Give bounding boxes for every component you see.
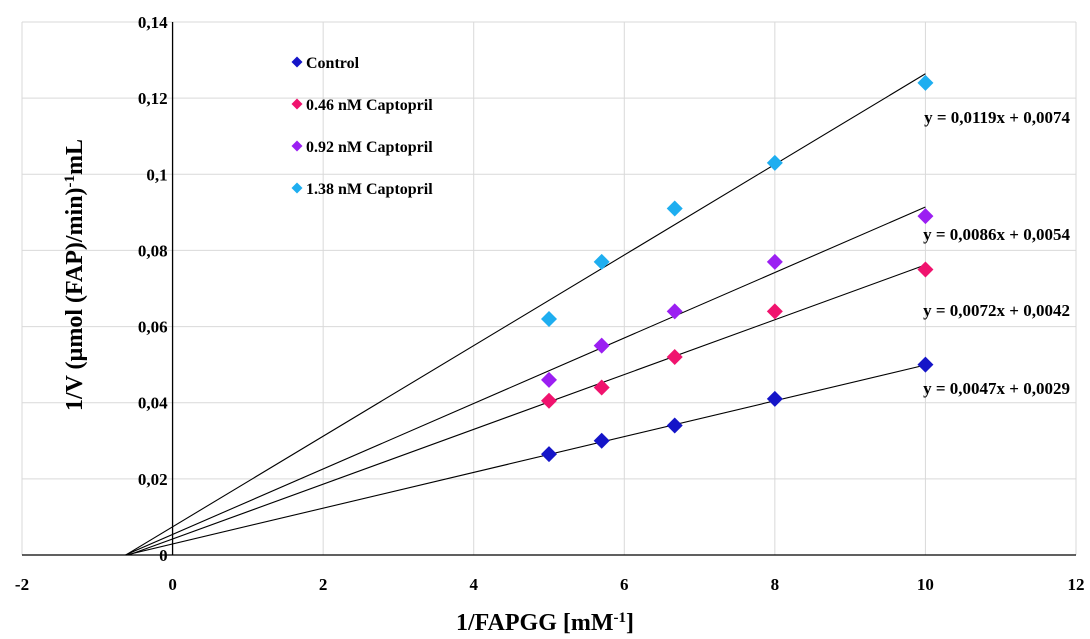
y-tick-label: 0,06	[138, 318, 168, 337]
legend-marker	[291, 98, 303, 110]
y-axis-title-base: 1/V (µmol (FAP)/min)	[62, 187, 88, 411]
data-point	[666, 417, 683, 434]
y-tick-label: 0,12	[138, 89, 168, 108]
trendline	[125, 73, 926, 556]
trendlines	[124, 73, 926, 556]
data-point	[593, 432, 610, 449]
legend-marker	[291, 140, 303, 152]
x-tick-label: 4	[469, 575, 478, 594]
x-tick-label: -2	[15, 575, 29, 594]
data-point	[593, 253, 610, 270]
axes	[22, 22, 1076, 556]
x-tick-label: 8	[771, 575, 780, 594]
trendline-equation: y = 0,0072x + 0,0042	[923, 301, 1070, 320]
trendline-equation: y = 0,0119x + 0,0074	[924, 108, 1070, 127]
x-tick-label: 2	[319, 575, 328, 594]
y-tick-label: 0,02	[138, 470, 168, 489]
data-point	[666, 349, 683, 366]
trendline-equation: y = 0,0086x + 0,0054	[923, 225, 1070, 244]
trendline-equations: y = 0,0047x + 0,0029 y = 0,0072x + 0,0042…	[923, 108, 1070, 398]
data-point	[666, 303, 683, 320]
x-axis-title-base: 1/FAPGG [mM	[456, 610, 614, 636]
trendline	[128, 264, 926, 556]
y-tick-label: 0,1	[146, 165, 167, 184]
y-tick-label: 0,14	[138, 13, 168, 32]
data-point	[917, 208, 934, 225]
data-point	[541, 446, 557, 463]
legend-label: 0.46 nM Captopril	[306, 97, 433, 114]
legend-marker	[291, 56, 303, 68]
legend-label: Control	[306, 55, 360, 72]
x-axis-title-sup: -1	[614, 610, 627, 626]
y-axis-title-sup: -1	[62, 175, 78, 188]
legend-label: 0.92 nM Captopril	[306, 139, 433, 156]
x-tick-label: 6	[620, 575, 629, 594]
data-point	[917, 356, 934, 373]
trendline	[124, 206, 926, 556]
x-tick-label: 0	[168, 575, 177, 594]
x-tick-label: 10	[917, 575, 934, 594]
data-point	[766, 390, 783, 407]
legend-marker	[291, 182, 303, 194]
data-point	[593, 337, 610, 354]
data-points	[541, 74, 934, 463]
data-point	[766, 154, 783, 171]
data-point	[766, 303, 783, 320]
x-tick-label: 12	[1068, 575, 1085, 594]
y-tick-label: 0,08	[138, 241, 168, 260]
data-point	[541, 310, 557, 327]
trendline	[125, 364, 926, 556]
x-axis-title: 1/FAPGG [mM-1]	[456, 610, 634, 636]
y-axis-title: 1/V (µmol (FAP)/min)-1mL	[62, 139, 88, 411]
data-point	[917, 74, 934, 91]
tick-labels: -2 0 2 4 6 8 10 12 0 0,02 0,04 0,06 0,08 0,1 0,12 0,14	[15, 13, 1085, 594]
data-point	[917, 261, 934, 278]
data-point	[541, 392, 557, 409]
trendline-equation: y = 0,0047x + 0,0029	[923, 379, 1070, 398]
legend-label: 1.38 nM Captopril	[306, 181, 433, 198]
legend: Control 0.46 nM Captopril 0.92 nM Captopri…	[291, 55, 433, 198]
data-point	[593, 379, 610, 396]
y-tick-label: 0,04	[138, 394, 168, 413]
data-point	[666, 200, 683, 217]
y-axis-title-end: mL	[62, 139, 88, 175]
x-axis-title-end: ]	[626, 610, 634, 636]
data-point	[541, 371, 557, 388]
data-point	[766, 253, 783, 270]
y-tick-label: 0	[159, 546, 168, 565]
